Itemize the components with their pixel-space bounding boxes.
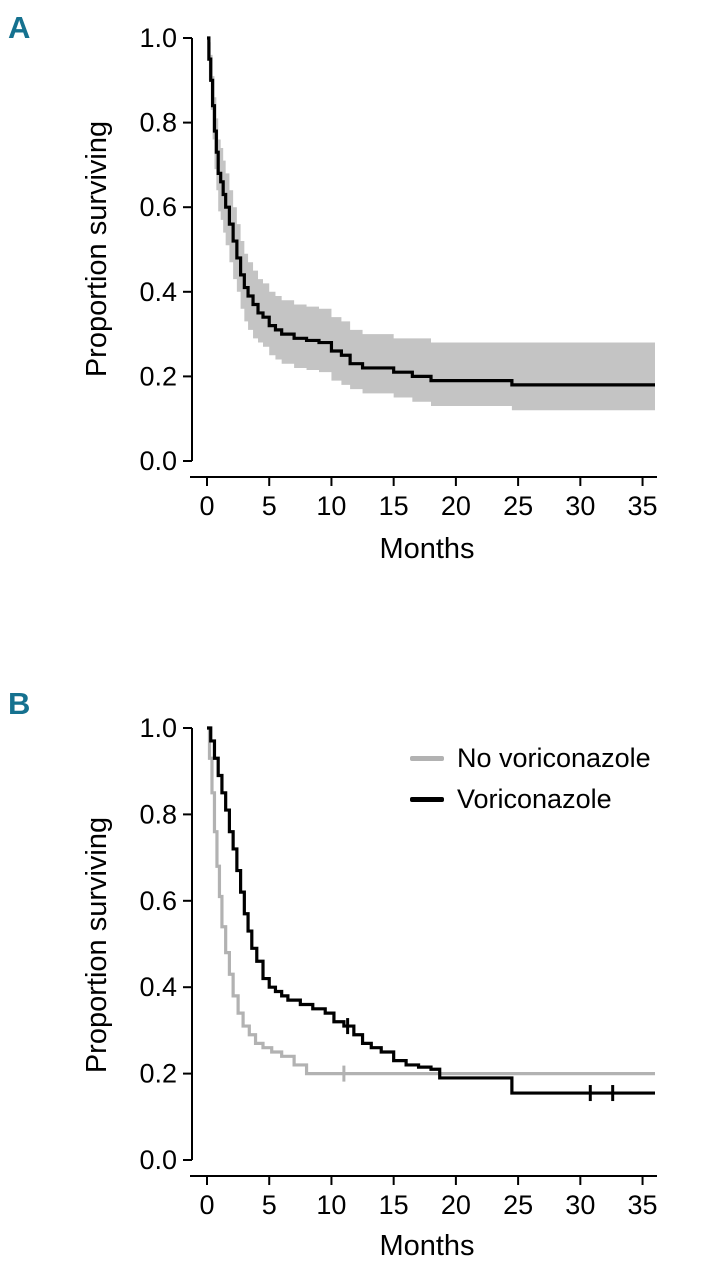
panel-b-y-axis-title: Proportion surviving xyxy=(81,816,113,1074)
x-tick-label: 5 xyxy=(262,491,277,521)
panel-a-chart: 0.0 0.2 0.4 0.6 0.8 1.0 0 5 10 15 20 25 30 35 xyxy=(139,23,658,521)
legend-label-voriconazole: Voriconazole xyxy=(457,783,612,814)
x-tick-label: 20 xyxy=(441,491,471,521)
x-tick-label: 15 xyxy=(379,491,409,521)
legend-line-sample-black xyxy=(410,796,444,802)
x-tick-label: 0 xyxy=(199,1190,214,1220)
x-tick-label: 35 xyxy=(628,491,658,521)
y-tick-label: 1.0 xyxy=(139,23,177,53)
x-tick-label: 35 xyxy=(628,1190,658,1220)
legend-label-no-voriconazole: No voriconazole xyxy=(457,742,651,773)
panel-b-x-axis-title: Months xyxy=(379,1230,475,1262)
legend-item-voriconazole: Voriconazole xyxy=(410,784,651,814)
y-tick-label: 0.4 xyxy=(139,277,177,307)
y-tick-label: 0.0 xyxy=(139,1145,177,1175)
y-tick-label: 0.2 xyxy=(139,361,177,391)
panel-a-label: A xyxy=(8,10,31,45)
confidence-band xyxy=(207,38,655,411)
survival-curve xyxy=(207,726,655,1095)
x-tick-label: 20 xyxy=(441,1190,471,1220)
y-tick-label: 0.8 xyxy=(139,108,177,138)
y-tick-label: 0.2 xyxy=(139,1059,177,1089)
y-tick-label: 0.8 xyxy=(139,799,177,829)
y-tick-label: 0.6 xyxy=(139,886,177,916)
legend-line-sample-gray xyxy=(410,755,444,761)
survival-curve xyxy=(207,726,655,1076)
panel-a-x-axis-title: Months xyxy=(379,533,475,565)
panel-b-chart: 0.0 0.2 0.4 0.6 0.8 1.0 0 5 10 15 20 25 30 35 xyxy=(139,713,658,1220)
y-tick-label: 0.4 xyxy=(139,972,177,1002)
legend: No voriconazole Voriconazole xyxy=(410,743,651,814)
y-tick-label: 1.0 xyxy=(139,713,177,743)
y-tick-label: 0.0 xyxy=(139,446,177,476)
x-tick-label: 15 xyxy=(379,1190,409,1220)
legend-item-no-voriconazole: No voriconazole xyxy=(410,743,651,773)
survival-curve xyxy=(207,36,655,387)
x-tick-label: 10 xyxy=(316,1190,346,1220)
y-tick-label: 0.6 xyxy=(139,192,177,222)
panel-b-label: B xyxy=(8,686,31,721)
x-tick-label: 25 xyxy=(503,1190,533,1220)
x-tick-label: 30 xyxy=(565,1190,595,1220)
x-tick-label: 30 xyxy=(565,491,595,521)
x-tick-label: 25 xyxy=(503,491,533,521)
panel-a-y-axis-title: Proportion surviving xyxy=(81,120,113,378)
x-tick-label: 5 xyxy=(262,1190,277,1220)
x-tick-label: 0 xyxy=(199,491,214,521)
x-tick-label: 10 xyxy=(316,491,346,521)
